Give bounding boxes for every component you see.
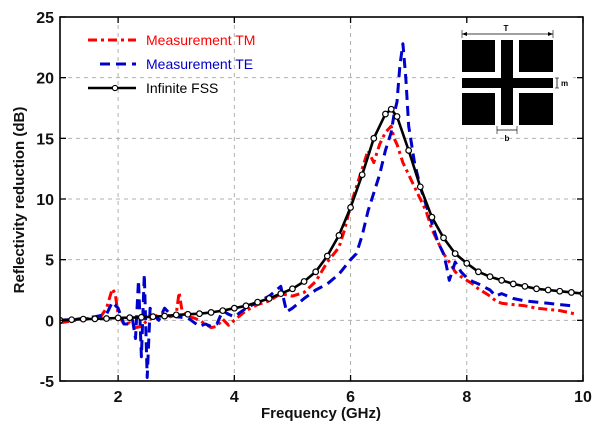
legend-item: Measurement TM <box>88 32 255 48</box>
data-point-marker <box>451 250 459 258</box>
data-point-marker <box>440 234 447 242</box>
data-point-marker <box>567 289 575 296</box>
x-tick-label: 10 <box>574 389 592 406</box>
legend: Measurement TM Measurement TE Infinite FSS <box>88 32 255 96</box>
data-point-marker <box>103 315 110 322</box>
data-point-marker <box>137 313 145 321</box>
data-point-marker <box>207 309 215 316</box>
fss-unit-cell-inset: T m b <box>455 23 573 143</box>
data-point-marker <box>68 316 76 324</box>
data-point-marker <box>172 311 180 319</box>
data-point-marker <box>91 315 99 323</box>
data-point-marker <box>184 310 192 318</box>
series-layer <box>60 42 583 379</box>
data-point-marker <box>242 302 250 310</box>
data-point-marker <box>126 314 134 322</box>
x-tick-label: 6 <box>346 389 355 406</box>
inset-label-T: T <box>504 24 509 33</box>
data-point-marker <box>254 298 261 306</box>
inset-cross-horizontal <box>462 78 553 88</box>
legend-label: Infinite FSS <box>146 80 218 96</box>
series-line-measurement-te <box>60 42 572 379</box>
data-point-marker <box>370 134 378 142</box>
tick-labels: 2 4 6 8 10 -5 0 5 10 15 20 25 <box>36 10 592 406</box>
data-point-marker <box>486 273 494 281</box>
inset-patch-br <box>519 93 553 125</box>
y-axis-label: Reflectivity reduction (dB) <box>11 107 28 294</box>
legend-marker <box>111 84 119 92</box>
y-tick-label: -5 <box>40 374 54 391</box>
data-point-marker <box>521 282 529 290</box>
y-tick-label: 25 <box>36 10 54 27</box>
legend-label: Measurement TE <box>146 56 253 72</box>
inset-label-b: b <box>505 134 510 143</box>
inset-patch-tr <box>519 40 553 72</box>
axis-ticks <box>60 16 584 382</box>
legend-label: Measurement TM <box>146 32 255 48</box>
data-point-marker <box>544 286 552 294</box>
y-tick-label: 10 <box>36 192 54 209</box>
data-point-marker <box>393 113 401 120</box>
data-point-marker <box>277 290 285 298</box>
data-point-marker <box>161 312 169 320</box>
data-point-marker <box>387 105 395 113</box>
data-point-marker <box>219 307 227 315</box>
data-point-marker <box>230 304 238 312</box>
data-point-marker <box>289 285 296 293</box>
data-point-marker <box>196 310 203 318</box>
data-point-marker <box>428 213 436 221</box>
x-tick-label: 2 <box>114 389 123 406</box>
inset-patch-bl <box>462 93 495 125</box>
x-tick-label: 8 <box>462 389 471 406</box>
inset-dim-T-arrow-right <box>548 32 553 36</box>
y-tick-label: 5 <box>45 253 54 270</box>
legend-item: Measurement TE <box>100 56 253 72</box>
y-tick-label: 15 <box>36 131 54 148</box>
series-line-measurement-tm <box>60 124 578 330</box>
data-point-marker <box>405 147 413 154</box>
x-axis-label: Frequency (GHz) <box>261 405 381 422</box>
data-point-marker <box>509 280 517 288</box>
data-point-marker <box>149 313 157 321</box>
inset-dim-T-arrow-left <box>462 32 467 36</box>
data-point-marker <box>416 183 424 191</box>
y-tick-label: 20 <box>36 71 54 88</box>
data-point-marker <box>323 252 331 260</box>
series-clip-group <box>60 42 583 379</box>
inset-patch-tl <box>462 40 495 72</box>
data-point-marker <box>556 287 564 295</box>
x-tick-label: 4 <box>230 389 239 406</box>
y-tick-label: 0 <box>45 313 54 330</box>
data-point-marker <box>265 295 273 302</box>
data-point-marker <box>475 268 482 276</box>
data-point-marker <box>498 276 506 284</box>
data-point-marker <box>79 315 87 323</box>
data-point-marker <box>300 278 308 285</box>
data-point-marker <box>533 285 540 293</box>
data-point-marker <box>463 259 471 267</box>
data-point-marker <box>382 110 389 118</box>
data-point-marker <box>312 268 320 276</box>
inset-label-m: m <box>561 79 568 88</box>
data-point-marker <box>114 314 122 322</box>
data-point-marker <box>358 171 366 179</box>
legend-item: Infinite FSS <box>88 80 218 96</box>
data-point-marker <box>347 204 354 211</box>
data-point-marker <box>335 231 343 239</box>
